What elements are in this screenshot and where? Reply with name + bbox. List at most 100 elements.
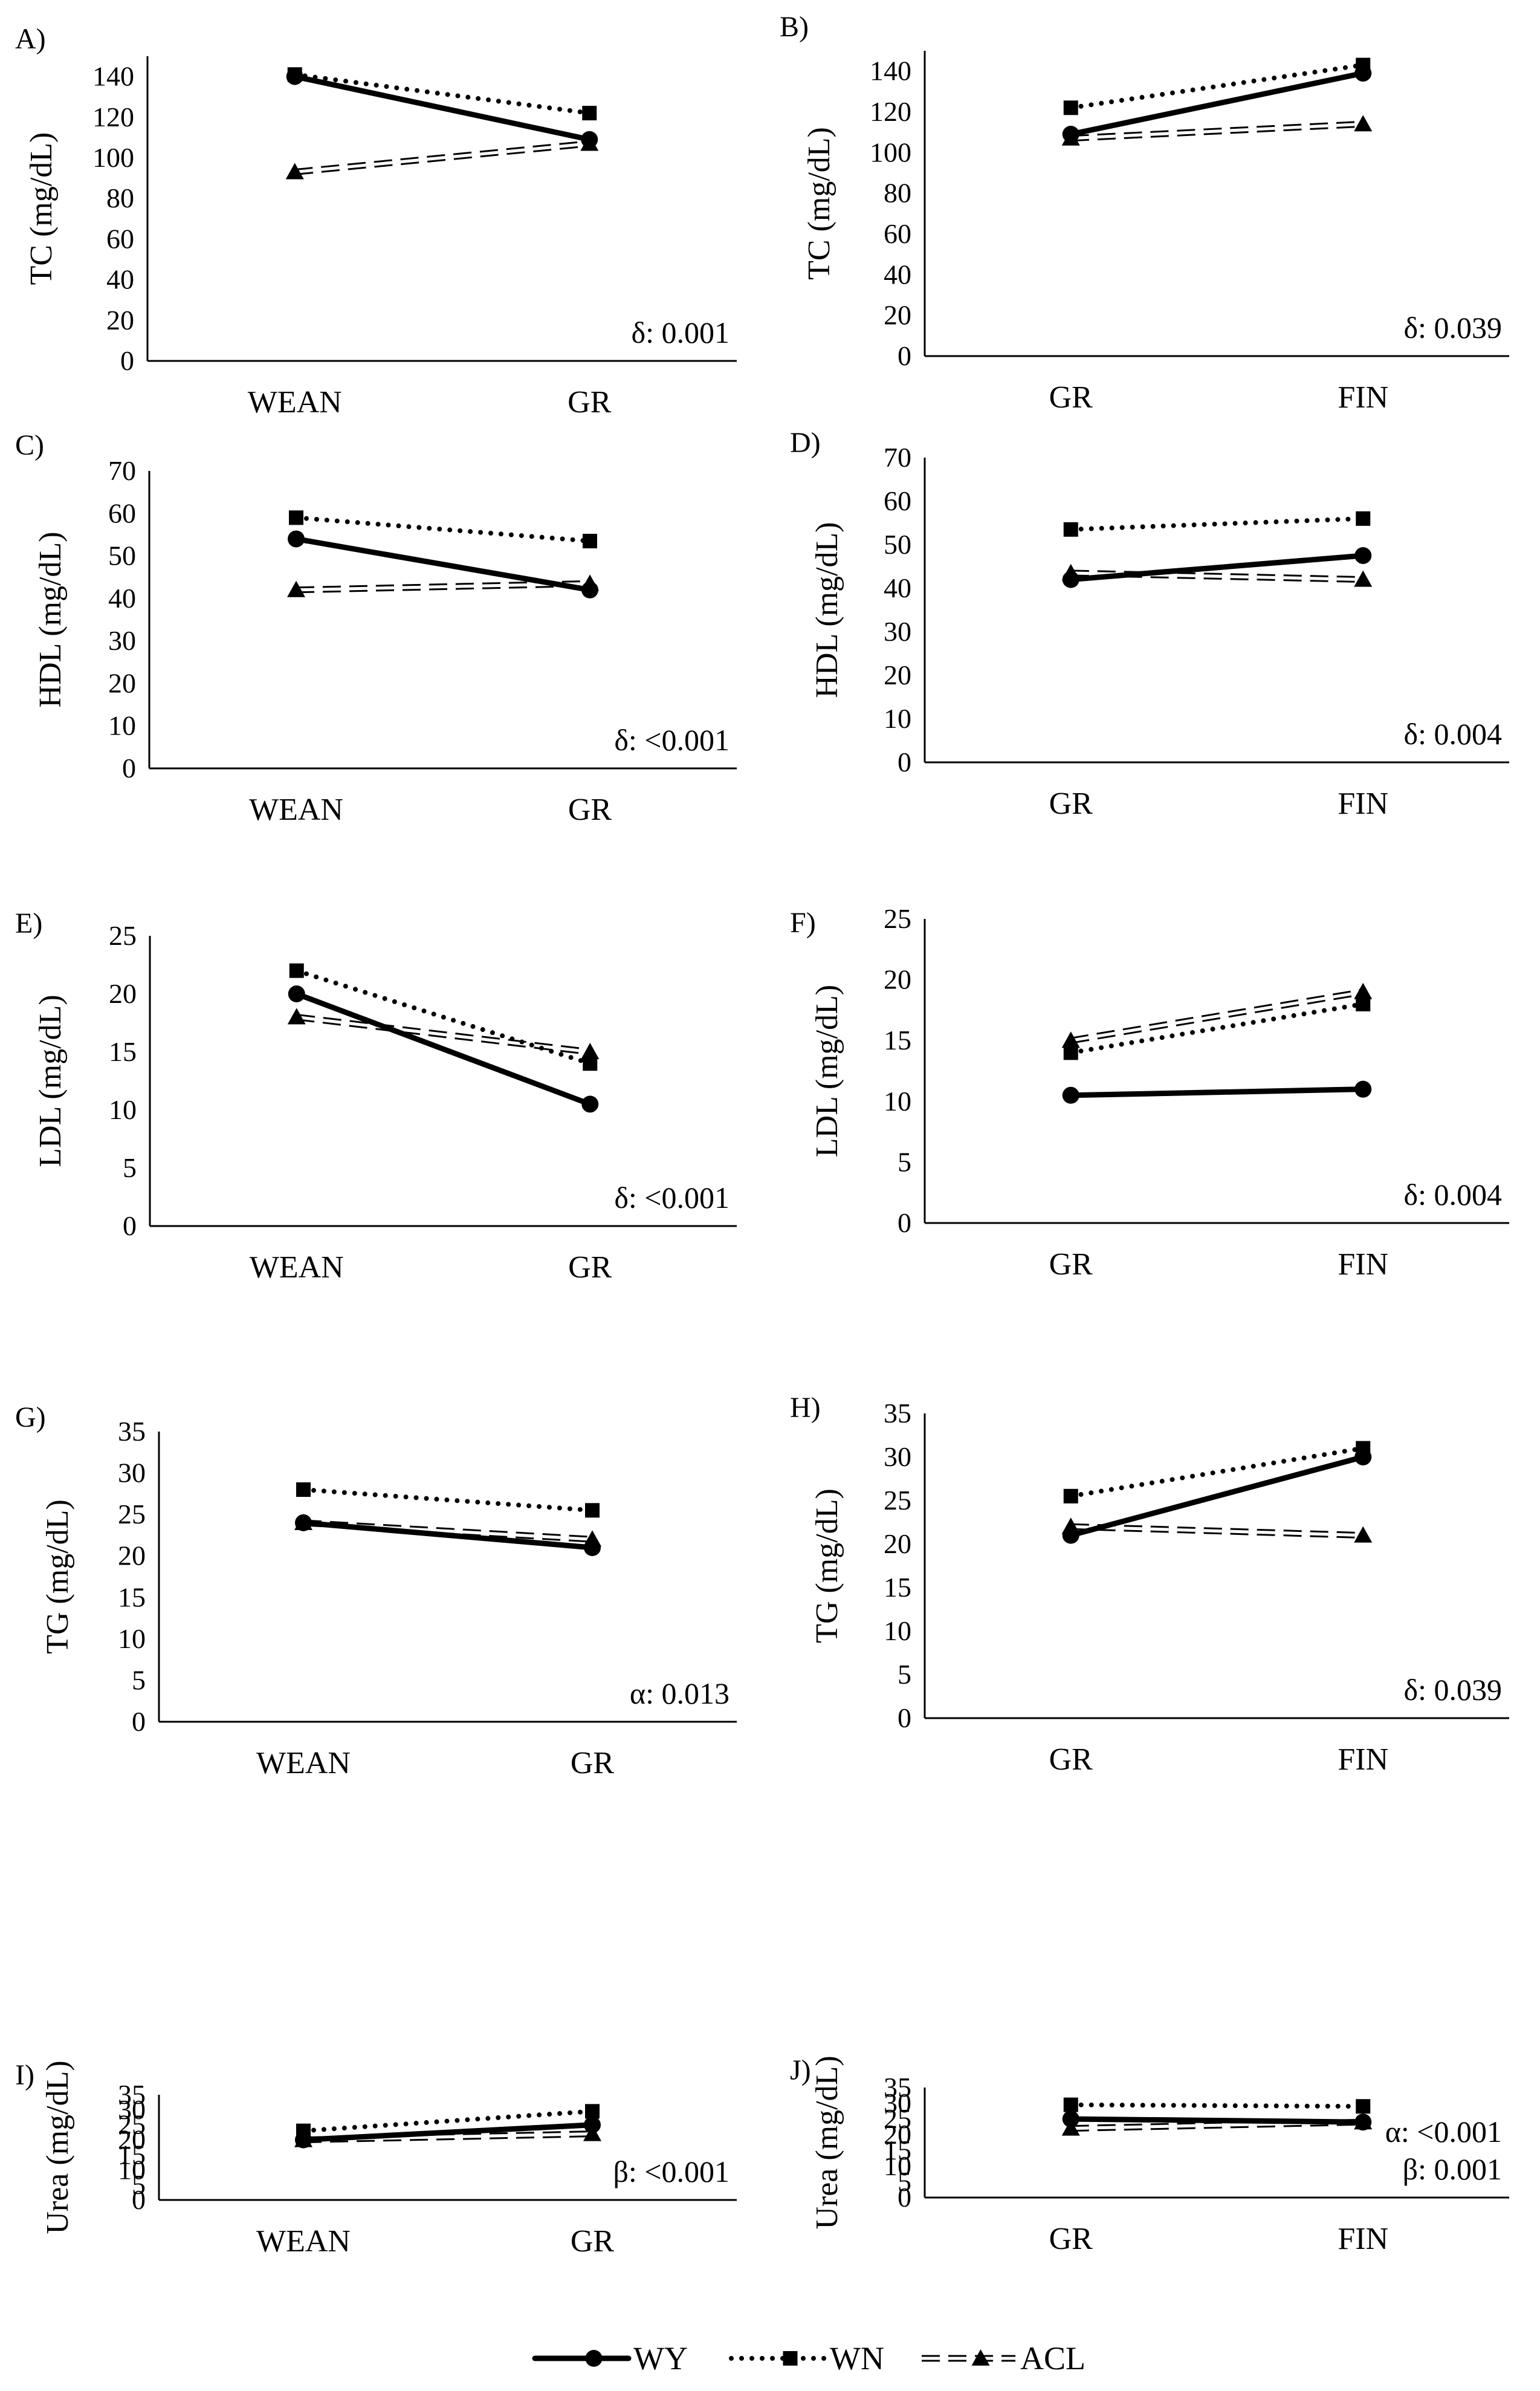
panel-j-annotation: β: 0.001 [1403, 2152, 1502, 2186]
panel-c-ytick-label: 0 [122, 753, 136, 783]
panel-i-y-axis-title: Urea (mg/dL) [40, 2060, 75, 2234]
panel-j-ytick-label: 25 [884, 2103, 911, 2134]
panel-h-ytick-label: 10 [884, 1615, 911, 1646]
panel-i-series-acl-line-fill [303, 2132, 593, 2142]
panel-d-series-wn-point [1063, 522, 1078, 537]
panel-g-y-axis-title: TG (mg/dL) [40, 1499, 75, 1654]
panel-g-series-wy-point [584, 1539, 601, 1556]
panel-j-series-wn-point [1063, 2097, 1078, 2112]
panel-d-category-label: GR [1049, 787, 1093, 821]
panel-g-annotation: α: 0.013 [630, 1676, 730, 1710]
panel-j-series-wy-point [1062, 2110, 1079, 2127]
panel-j-ytick-label: 0 [898, 2182, 911, 2213]
panel-a-ytick-label: 140 [92, 61, 134, 92]
panel-f-series-acl-point [1354, 982, 1373, 999]
panel-f-ytick-label: 15 [884, 1025, 911, 1056]
panel-e-ytick-label: 25 [109, 920, 137, 951]
panel-i-ytick-label: 30 [118, 2094, 146, 2125]
panel-g-category-label: WEAN [256, 1746, 351, 1780]
panel-e-label: E) [15, 907, 42, 939]
panel-d-ytick-label: 30 [884, 616, 911, 647]
panel-j-category-label: FIN [1338, 2222, 1388, 2256]
panel-f-y-axis-title: LDL (mg/dL) [810, 985, 844, 1157]
panel-a-ytick-label: 0 [120, 345, 134, 376]
legend: WY WN ACL [633, 2340, 1085, 2376]
panel-j-ytick-label: 20 [884, 2119, 911, 2150]
panel-d-ytick-label: 70 [884, 442, 911, 473]
panel-e-category-label: WEAN [250, 1250, 344, 1285]
panel-b-ytick-label: 40 [884, 259, 911, 290]
panel-f-annotation: δ: 0.004 [1404, 1178, 1502, 1212]
panel-i-ytick-label: 0 [132, 2184, 146, 2215]
panel-g-series-wn-line [301, 1487, 595, 1513]
panel-e-ytick-label: 5 [123, 1152, 137, 1183]
panel-c-ytick-label: 10 [108, 710, 136, 741]
panel-d-series-wy-line [1068, 553, 1366, 583]
panel-h-ytick-label: 0 [898, 1702, 911, 1733]
panel-j-series-wn-point [1356, 2099, 1371, 2114]
panel-d-y-axis-title: HDL (mg/dL) [810, 522, 844, 698]
panel-c-category-label: WEAN [249, 793, 343, 827]
panel-e-series-wy-line [294, 991, 593, 1107]
panel-i-series-wy-point [584, 2116, 601, 2133]
legend-acl-marker [971, 2349, 990, 2366]
panel-h-series-acl-line [1070, 1523, 1364, 1539]
panel-c-label: C) [15, 429, 44, 461]
panel-e-ytick-label: 10 [109, 1094, 137, 1125]
panel-d-ytick-label: 50 [884, 529, 911, 560]
panel-g-series-wn-point [296, 1482, 311, 1497]
panel-c-series-wy-point [581, 581, 598, 599]
panel-b-ytick-label: 100 [870, 137, 911, 167]
panel-e-series-wn-point [583, 1056, 598, 1071]
panel-c-series-wn-point [583, 533, 597, 548]
panel-a-series-wy-line [292, 74, 592, 143]
panel-b-series-wy-point [1062, 126, 1079, 143]
panel-h-ytick-label: 15 [884, 1572, 911, 1603]
panel-d-annotation: δ: 0.004 [1404, 717, 1502, 751]
panel-g-ytick-label: 25 [118, 1499, 146, 1530]
panel-i-ytick-label: 10 [118, 2154, 146, 2185]
panel-d-label: D) [790, 427, 821, 459]
panel-h-series-wy-line [1068, 1454, 1366, 1539]
panel-a-ytick-label: 40 [106, 264, 134, 295]
panel-d-series-acl-point [1354, 570, 1373, 587]
panel-i-series-wn-point [296, 2123, 311, 2138]
panel-j-series-wy-point [1354, 2114, 1372, 2131]
panel-j-ytick-label: 15 [884, 2135, 911, 2166]
panel-d-ytick-label: 40 [884, 573, 911, 603]
panel-f-series-acl-line-fill [1070, 990, 1364, 1042]
panel-i-series-wy-line [300, 2122, 595, 2143]
panel-f: F) 0 5 10 15 20 25 GR FIN LDL (mg/dL) δ: 0.004 [790, 903, 1509, 1282]
panel-b-ytick-label: 0 [898, 340, 911, 371]
panel-h-ytick-label: 5 [898, 1659, 911, 1690]
panel-c-y-axis-title: HDL (mg/dL) [33, 531, 68, 707]
panel-i-ytick-label: 15 [118, 2139, 146, 2170]
panel-b-category-label: FIN [1338, 380, 1388, 415]
panel-c-ytick-label: 70 [108, 455, 136, 486]
panel-i-series-wn-point [585, 2104, 600, 2119]
panel-g-series-acl-line [303, 1519, 593, 1543]
panel-a-ytick-label: 100 [92, 142, 134, 173]
panel-g-series-wy-point [295, 1514, 312, 1531]
panel-d-ytick-label: 0 [898, 747, 911, 777]
panel-a-ytick-label: 120 [92, 102, 134, 132]
panel-a-ytick-label: 60 [106, 223, 134, 254]
panel-f-ytick-label: 10 [884, 1086, 911, 1117]
panel-d-series-wy-point [1354, 547, 1372, 564]
panel-g-series-wy-line [300, 1520, 595, 1551]
legend-wy-label: WY [633, 2340, 688, 2376]
panel-a-category-label: GR [568, 385, 612, 420]
panel-c-series-wy-line [293, 536, 593, 593]
panel-b-y-axis-title: TC (mg/dL) [802, 127, 836, 280]
panel-e-ytick-label: 0 [123, 1210, 137, 1241]
panel-a-label: A) [15, 23, 46, 55]
panel-b-series-wy-line [1068, 70, 1366, 137]
panel-f-label: F) [790, 907, 816, 939]
panel-j-ytick-label: 10 [884, 2150, 911, 2181]
panel-e-annotation: δ: <0.001 [614, 1181, 730, 1215]
panel-h-series-wy-point [1062, 1526, 1079, 1544]
panel-i-ytick-label: 25 [118, 2109, 146, 2140]
panel-e-series-wy-point [288, 985, 305, 1002]
panel-f-ytick-label: 5 [898, 1146, 911, 1177]
